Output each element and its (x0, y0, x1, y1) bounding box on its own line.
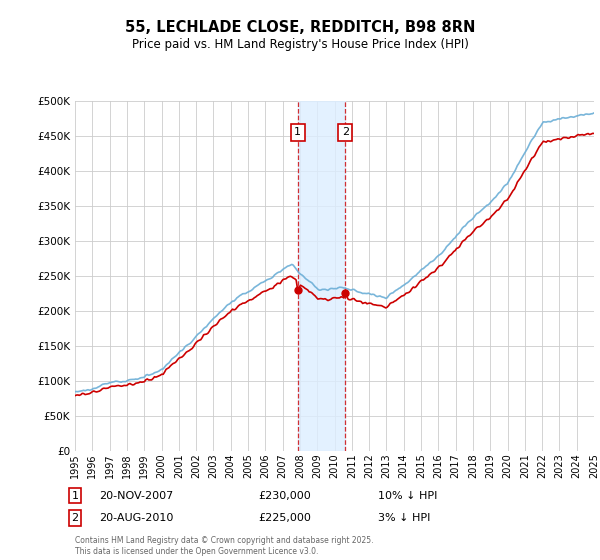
Text: £230,000: £230,000 (258, 491, 311, 501)
Text: 1: 1 (295, 127, 301, 137)
Text: 10% ↓ HPI: 10% ↓ HPI (378, 491, 437, 501)
Bar (298, 101, 345, 451)
Text: Price paid vs. HM Land Registry's House Price Index (HPI): Price paid vs. HM Land Registry's House … (131, 38, 469, 50)
Text: 3% ↓ HPI: 3% ↓ HPI (378, 513, 430, 523)
Text: 2: 2 (341, 127, 349, 137)
Text: 55, LECHLADE CLOSE, REDDITCH, B98 8RN: 55, LECHLADE CLOSE, REDDITCH, B98 8RN (125, 20, 475, 35)
Text: £225,000: £225,000 (258, 513, 311, 523)
Text: 1: 1 (71, 491, 79, 501)
Text: 20-NOV-2007: 20-NOV-2007 (99, 491, 173, 501)
Text: 2: 2 (71, 513, 79, 523)
Text: 20-AUG-2010: 20-AUG-2010 (99, 513, 173, 523)
Text: Contains HM Land Registry data © Crown copyright and database right 2025.
This d: Contains HM Land Registry data © Crown c… (75, 536, 373, 556)
